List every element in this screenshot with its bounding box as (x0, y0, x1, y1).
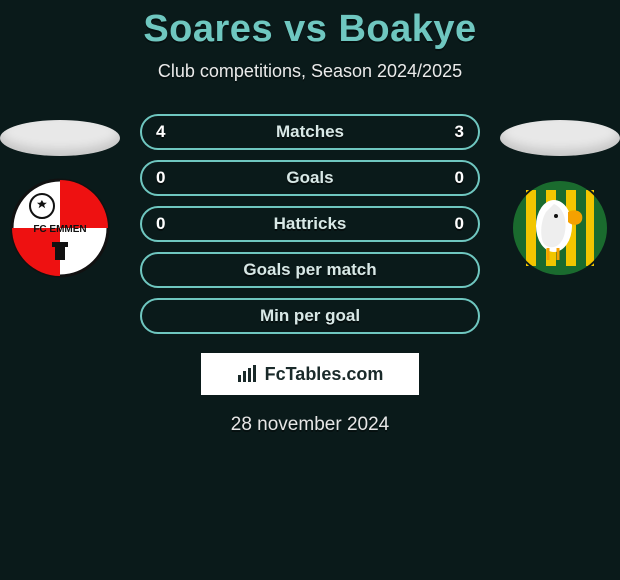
stat-label: Hattricks (274, 214, 347, 234)
player-right-column (500, 120, 620, 278)
stat-right-value: 3 (455, 122, 464, 142)
stat-label: Min per goal (260, 306, 360, 326)
stat-label: Goals (286, 168, 333, 188)
player-left-column: FC EMMEN (0, 120, 120, 278)
stat-left-value: 0 (156, 214, 165, 234)
stat-left-value: 0 (156, 168, 165, 188)
club-left-badge-icon: FC EMMEN (10, 178, 110, 278)
stat-row-hattricks: 0 Hattricks 0 (140, 206, 480, 242)
bar-chart-icon (237, 365, 259, 383)
footer-date: 28 november 2024 (0, 414, 620, 436)
stats-list: 4 Matches 3 0 Goals 0 0 Hattricks 0 Goal… (140, 114, 480, 334)
page-subtitle: Club competitions, Season 2024/2025 (0, 61, 620, 82)
stat-right-value: 0 (455, 168, 464, 188)
stat-row-goals: 0 Goals 0 (140, 160, 480, 196)
svg-text:FC EMMEN: FC EMMEN (33, 224, 86, 235)
stat-right-value: 0 (455, 214, 464, 234)
club-right-badge-icon (510, 178, 610, 278)
stat-label: Goals per match (243, 260, 376, 280)
stat-label: Matches (276, 122, 344, 142)
player-right-avatar (500, 120, 620, 156)
page-title: Soares vs Boakye (0, 0, 620, 51)
brand-badge: FcTables.com (200, 352, 420, 396)
stat-row-goals-per-match: Goals per match (140, 252, 480, 288)
stat-row-matches: 4 Matches 3 (140, 114, 480, 150)
brand-text: FcTables.com (265, 364, 384, 385)
stat-row-min-per-goal: Min per goal (140, 298, 480, 334)
player-left-avatar (0, 120, 120, 156)
stat-left-value: 4 (156, 122, 165, 142)
